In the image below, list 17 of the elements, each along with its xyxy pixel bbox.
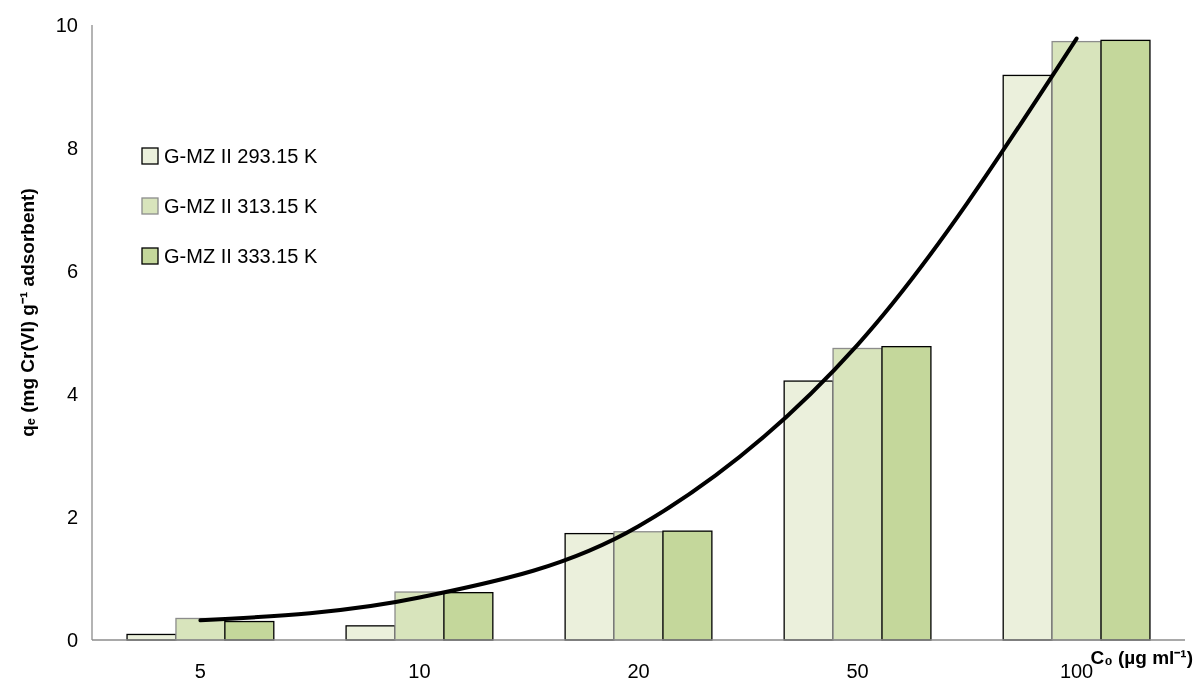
x-tick-label: 5 (194, 660, 206, 682)
legend-label: G-MZ II 333.15 K (164, 245, 319, 267)
y-tick-label: 8 (66, 137, 78, 159)
y-tick-label: 0 (66, 629, 78, 651)
y-axis-title: qₑ (mg Cr(VI) g⁻¹ adsorbent) (17, 188, 38, 437)
y-tick-label: 4 (66, 383, 78, 405)
bar (881, 346, 932, 641)
y-tick-label: 6 (66, 260, 78, 282)
x-tick-label: 10 (408, 660, 431, 682)
bar (1100, 39, 1151, 641)
legend-label: G-MZ II 313.15 K (164, 195, 319, 217)
x-tick-label: 50 (846, 660, 869, 682)
legend-label: G-MZ II 293.15 K (164, 145, 319, 167)
y-tick-label: 10 (55, 14, 78, 36)
x-tick-label: 20 (627, 660, 650, 682)
bar (662, 530, 713, 641)
y-tick-label: 2 (66, 506, 78, 528)
